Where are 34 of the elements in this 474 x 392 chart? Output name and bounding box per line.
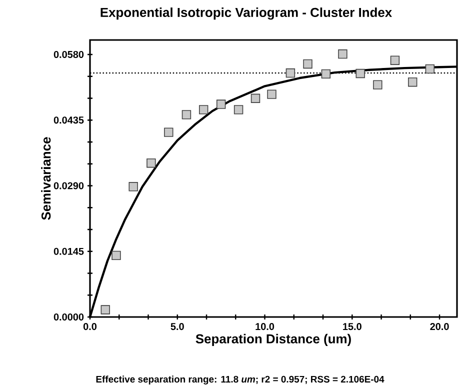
point bbox=[286, 68, 296, 78]
point bbox=[182, 110, 192, 120]
point bbox=[234, 105, 244, 114]
text: Effective separation range: 11.8 um; r2 = 0.957; RSS = 2.106E-04 bbox=[96, 376, 384, 384]
y-tick-label: 0.0290 bbox=[54, 182, 84, 190]
point bbox=[216, 100, 226, 109]
point bbox=[100, 305, 110, 314]
point bbox=[250, 94, 260, 103]
chart-title: Exponential Isotropic Variogram - Cluster Index bbox=[100, 8, 392, 20]
y-tick-label: 0.0580 bbox=[54, 50, 84, 58]
point bbox=[373, 80, 382, 90]
point bbox=[146, 158, 156, 168]
x-axis-title: Separation Distance (um) bbox=[196, 334, 351, 346]
x-tick-label: 20.0 bbox=[430, 323, 449, 330]
x-tick-label: 10.0 bbox=[256, 323, 274, 330]
point bbox=[164, 128, 174, 137]
point bbox=[390, 56, 400, 65]
x-tick-label: 15.0 bbox=[343, 323, 362, 330]
point bbox=[321, 69, 331, 79]
point bbox=[128, 182, 138, 192]
x-tick-label: 0.0 bbox=[83, 323, 97, 330]
point bbox=[267, 90, 276, 99]
point bbox=[338, 49, 348, 59]
point bbox=[356, 68, 365, 78]
point bbox=[198, 105, 208, 114]
point bbox=[408, 77, 418, 87]
y-axis-title: Semivariance bbox=[41, 137, 51, 220]
y-tick-label: 0.0435 bbox=[54, 116, 84, 124]
point bbox=[303, 59, 312, 69]
y-tick-label: 0.0000 bbox=[54, 313, 84, 321]
x-tick-label: 5.0 bbox=[170, 323, 184, 330]
point bbox=[425, 64, 435, 74]
y-tick-label: 0.0145 bbox=[54, 248, 84, 255]
point bbox=[112, 250, 121, 260]
